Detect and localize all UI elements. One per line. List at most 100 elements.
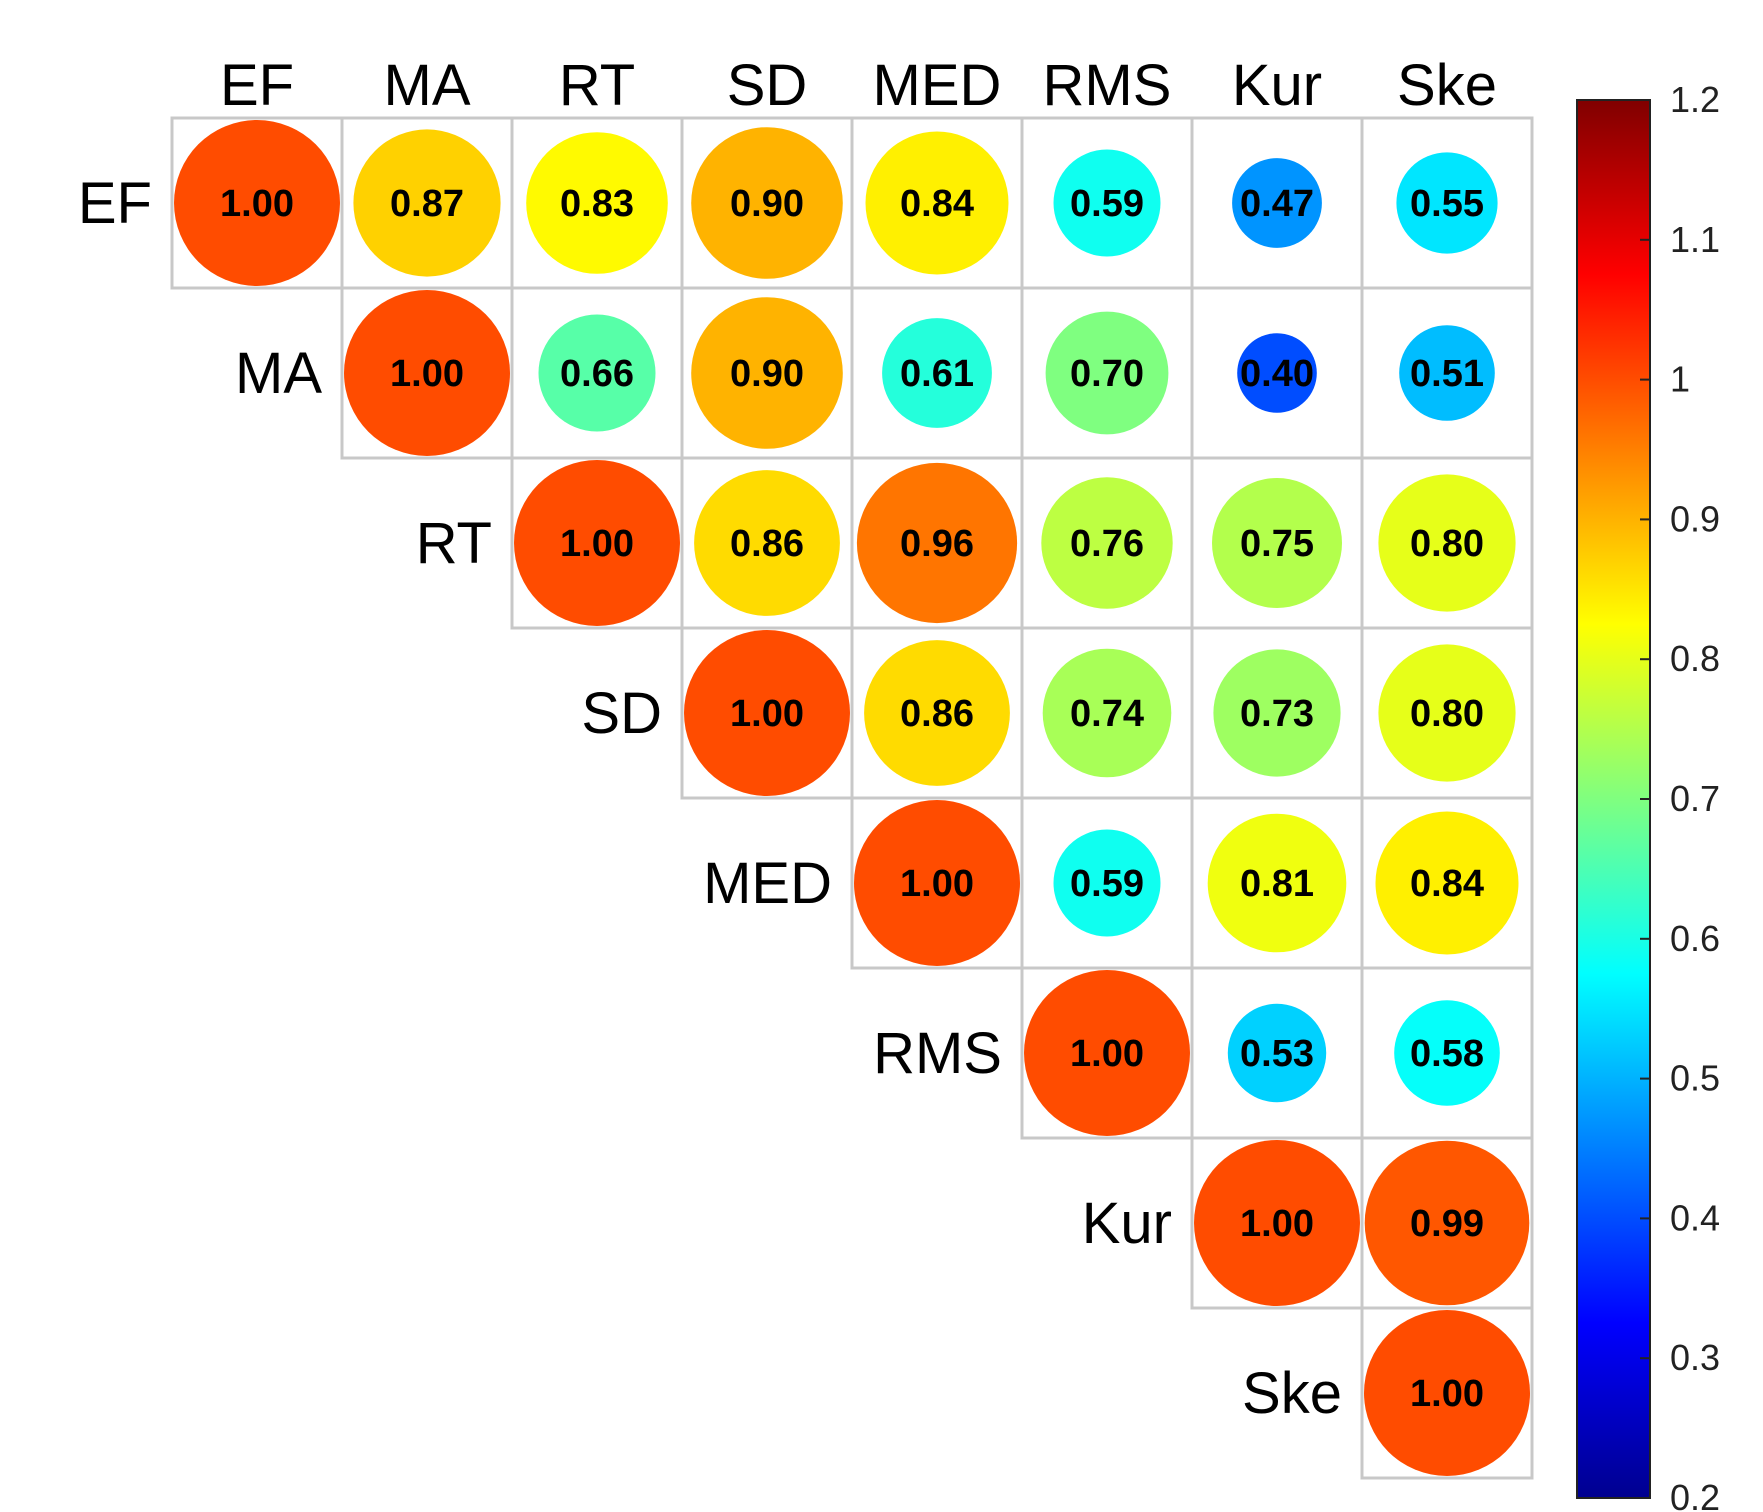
value-label-MA-RMS: 0.70 [1070, 353, 1144, 395]
correlation-circle-MED-Kur [1207, 813, 1347, 953]
colorbar-tick-label: 0.6 [1670, 918, 1720, 959]
value-label-SD-Kur: 0.73 [1240, 693, 1314, 735]
correlation-circle-RMS-RMS [1024, 970, 1190, 1136]
correlation-circle-Kur-Kur [1194, 1140, 1360, 1306]
row-label-RMS: RMS [873, 1021, 1002, 1086]
colorbar-tick-label: 0.9 [1670, 498, 1720, 539]
value-label-EF-MED: 0.84 [900, 183, 974, 225]
value-label-EF-Ske: 0.55 [1410, 183, 1484, 225]
value-label-SD-MED: 0.86 [900, 693, 974, 735]
value-label-MA-Kur: 0.40 [1240, 353, 1314, 395]
column-label-RMS: RMS [1043, 53, 1172, 118]
column-label-MA: MA [384, 53, 471, 118]
correlation-circle-EF-RT [526, 132, 668, 274]
correlation-circle-MA-Kur [1237, 333, 1317, 413]
correlation-circle-MA-SD [691, 297, 843, 449]
colorbar-tick-label: 0.5 [1670, 1058, 1720, 1099]
column-label-Kur: Kur [1232, 53, 1322, 118]
correlation-circle-MA-Ske [1399, 325, 1495, 421]
value-label-RMS-RMS: 1.00 [1070, 1033, 1144, 1075]
row-label-Ske: Ske [1242, 1361, 1342, 1426]
value-label-MA-SD: 0.90 [730, 353, 804, 395]
correlation-circle-RT-RMS [1041, 477, 1173, 609]
correlation-values: 1.00 0.87 0.83 0.90 0.84 0.59 0.47 0.55 1.00 0.66… [220, 183, 1484, 1415]
value-label-RT-MED: 0.96 [900, 523, 974, 565]
correlation-circle-MED-Ske [1375, 811, 1519, 955]
colorbar: 1.2 1.1 1 0.9 0.8 0.7 0.6 0.5 0.4 0.3 0.2 [1576, 79, 1720, 1512]
correlation-circle-RMS-Ske [1394, 1000, 1500, 1106]
correlation-circle-RT-Kur [1212, 478, 1342, 608]
correlation-circles [174, 120, 1530, 1476]
grid-cell [1360, 1306, 1534, 1480]
colorbar-tick-label: 1.1 [1670, 219, 1720, 260]
value-label-EF-Kur: 0.47 [1240, 183, 1314, 225]
value-label-SD-RMS: 0.74 [1070, 693, 1144, 735]
value-label-EF-EF: 1.00 [220, 183, 294, 225]
column-label-SD: SD [727, 53, 808, 118]
correlation-circle-MA-MA [344, 290, 510, 456]
correlation-circle-RMS-Kur [1227, 1003, 1327, 1103]
row-label-Kur: Kur [1082, 1191, 1172, 1256]
correlation-circle-SD-Kur [1213, 649, 1341, 777]
value-label-Ske-Ske: 1.00 [1410, 1373, 1484, 1415]
value-label-MA-MED: 0.61 [900, 353, 974, 395]
correlation-circle-EF-MED [865, 131, 1009, 275]
variable-labels: EF MA RT SD MED RMS Kur Ske EF MA RT SD MED RMS Kur Ske [78, 53, 1497, 1426]
row-label-EF: EF [78, 171, 152, 236]
correlation-circle-EF-EF [174, 120, 340, 286]
value-label-RMS-Kur: 0.53 [1240, 1033, 1314, 1075]
value-label-EF-SD: 0.90 [730, 183, 804, 225]
value-label-MA-MA: 1.00 [390, 353, 464, 395]
correlation-circle-EF-RMS [1053, 149, 1161, 257]
correlation-circle-RT-SD [694, 470, 840, 616]
value-label-SD-SD: 1.00 [730, 693, 804, 735]
correlation-circle-MA-RMS [1045, 311, 1169, 435]
colorbar-tick-label: 0.8 [1670, 638, 1720, 679]
column-label-Ske: Ske [1397, 53, 1497, 118]
correlation-circle-EF-SD [691, 127, 843, 279]
value-label-EF-RT: 0.83 [560, 183, 634, 225]
value-label-RT-SD: 0.86 [730, 523, 804, 565]
row-label-RT: RT [416, 511, 492, 576]
value-label-MA-Ske: 0.51 [1410, 353, 1484, 395]
colorbar-tick-label: 0.4 [1670, 1197, 1720, 1238]
correlation-circle-Ske-Ske [1364, 1310, 1530, 1476]
correlation-circle-SD-Ske [1378, 644, 1516, 782]
value-label-EF-RMS: 0.59 [1070, 183, 1144, 225]
correlation-circle-MED-RMS [1053, 829, 1161, 937]
value-label-Kur-Ske: 0.99 [1410, 1203, 1484, 1245]
correlation-circle-EF-Ske [1396, 152, 1498, 254]
value-label-Kur-Kur: 1.00 [1240, 1203, 1314, 1245]
correlation-circle-SD-SD [684, 630, 850, 796]
correlation-circle-MED-MED [854, 800, 1020, 966]
correlation-circle-MA-MED [882, 318, 992, 428]
colorbar-tick-label: 0.7 [1670, 778, 1720, 819]
colorbar-scale [1576, 99, 1651, 1499]
correlation-circle-RT-Ske [1378, 474, 1516, 612]
correlation-circle-RT-MED [856, 462, 1018, 624]
correlation-circle-SD-RMS [1042, 648, 1172, 778]
column-label-EF: EF [220, 53, 294, 118]
correlation-circle-Kur-Ske [1364, 1140, 1530, 1306]
correlation-circle-RT-RT [514, 460, 680, 626]
value-label-MED-Ske: 0.84 [1410, 863, 1484, 905]
row-label-SD: SD [581, 681, 662, 746]
colorbar-tick-label: 0.3 [1670, 1337, 1720, 1378]
colorbar-ticks: 1.2 1.1 1 0.9 0.8 0.7 0.6 0.5 0.4 0.3 0.2 [1640, 79, 1720, 1512]
value-label-EF-MA: 0.87 [390, 183, 464, 225]
value-label-SD-Ske: 0.80 [1410, 693, 1484, 735]
correlation-circle-MA-RT [538, 314, 656, 432]
value-label-RMS-Ske: 0.58 [1410, 1033, 1484, 1075]
value-label-MED-RMS: 0.59 [1070, 863, 1144, 905]
value-label-MED-MED: 1.00 [900, 863, 974, 905]
correlation-circle-EF-Kur [1232, 158, 1322, 248]
correlation-circle-SD-MED [864, 640, 1010, 786]
value-label-MED-Kur: 0.81 [1240, 863, 1314, 905]
correlation-circle-EF-MA [353, 129, 501, 277]
value-label-MA-RT: 0.66 [560, 353, 634, 395]
value-label-RT-RT: 1.00 [560, 523, 634, 565]
row-label-MED: MED [703, 851, 832, 916]
matrix-grid [170, 116, 1534, 1480]
row-label-MA: MA [235, 341, 322, 406]
